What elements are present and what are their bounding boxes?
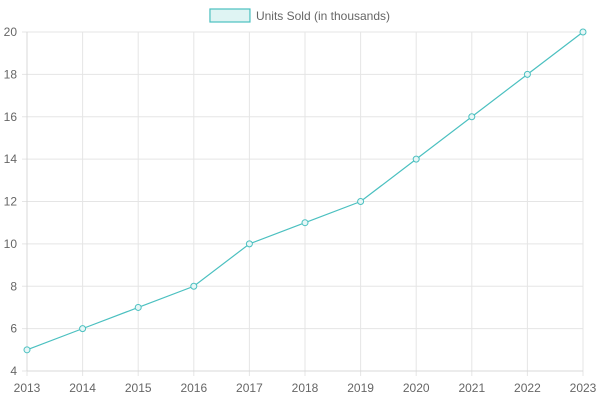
x-tick-label: 2016 — [180, 381, 207, 395]
data-point[interactable] — [190, 282, 198, 290]
y-tick-label: 14 — [4, 152, 18, 166]
data-point[interactable] — [245, 240, 253, 248]
legend-swatch[interactable] — [209, 8, 251, 23]
y-tick-label: 10 — [4, 237, 18, 251]
y-tick-label: 6 — [10, 322, 17, 336]
data-point[interactable] — [523, 70, 531, 78]
data-point[interactable] — [301, 219, 309, 227]
x-tick-label: 2019 — [347, 381, 374, 395]
x-tick-label: 2017 — [236, 381, 263, 395]
data-point[interactable] — [357, 198, 365, 205]
data-point[interactable] — [23, 346, 31, 354]
data-point[interactable] — [134, 303, 142, 311]
x-tick-label: 2023 — [570, 381, 597, 395]
y-tick-label: 20 — [4, 25, 18, 39]
x-tick-label: 2015 — [125, 381, 152, 395]
y-tick-label: 4 — [10, 364, 17, 378]
legend[interactable]: Units Sold (in thousands) — [209, 8, 390, 23]
y-tick-label: 8 — [10, 279, 17, 293]
x-tick-label: 2013 — [14, 381, 41, 395]
data-point[interactable] — [579, 28, 587, 36]
x-tick-label: 2022 — [514, 381, 541, 395]
x-tick-label: 2021 — [458, 381, 485, 395]
data-point[interactable] — [412, 155, 420, 163]
legend-label[interactable]: Units Sold (in thousands) — [256, 9, 390, 23]
data-point[interactable] — [468, 113, 476, 121]
x-tick-label: 2020 — [403, 381, 430, 395]
x-tick-label: 2014 — [69, 381, 96, 395]
data-point[interactable] — [79, 325, 87, 333]
x-tick-label: 2018 — [292, 381, 319, 395]
y-tick-label: 12 — [4, 195, 18, 209]
y-tick-label: 16 — [4, 110, 18, 124]
series-layer — [23, 28, 587, 354]
axis-layer: 4 6 8 10 12 14 16 18 20 2013 2014 2015 2016 2017 2018 2… — [4, 25, 597, 395]
grid-layer — [26, 31, 584, 372]
y-tick-label: 18 — [4, 67, 18, 81]
